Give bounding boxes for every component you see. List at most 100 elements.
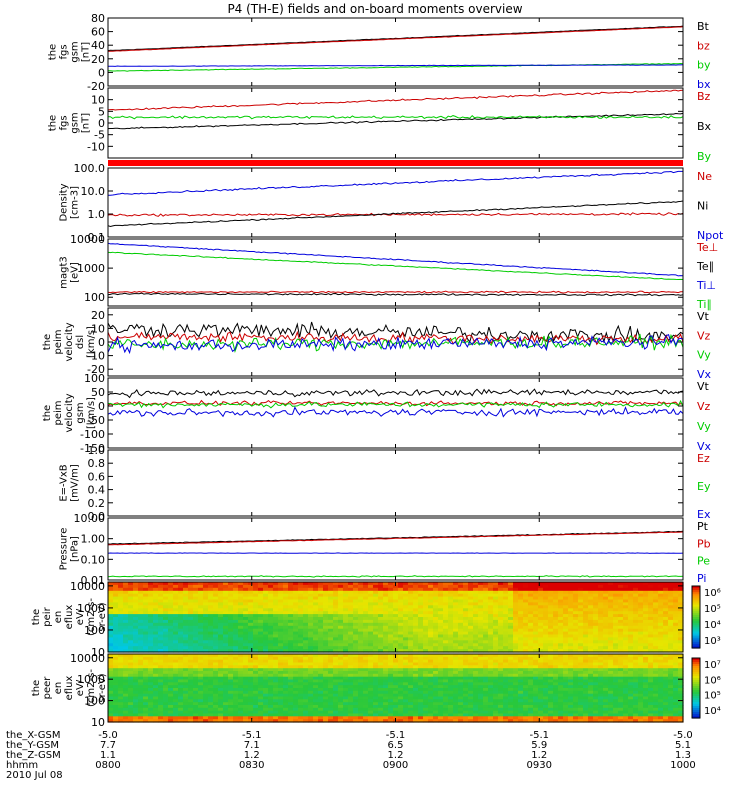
heatmap-cell	[178, 685, 184, 689]
heatmap-cell	[303, 716, 309, 720]
heatmap-cell	[413, 622, 419, 627]
heatmap-cell	[658, 608, 664, 612]
heatmap-cell	[273, 696, 279, 700]
heatmap-cell	[328, 696, 334, 700]
heatmap-cell	[633, 590, 639, 595]
heatmap-cell	[603, 617, 609, 621]
heatmap-cell	[553, 617, 559, 621]
heatmap-cell	[428, 713, 434, 717]
heatmap-cell	[168, 713, 174, 717]
heatmap-cell	[113, 593, 119, 598]
heatmap-cell	[648, 634, 654, 638]
heatmap-cell	[128, 637, 134, 641]
heatmap-cell	[388, 665, 394, 669]
heatmap-cell	[593, 649, 599, 653]
heatmap-cell	[448, 656, 454, 661]
heatmap-cell	[318, 707, 324, 712]
heatmap-cell	[443, 713, 449, 717]
heatmap-cell	[348, 690, 354, 695]
heatmap-cell	[488, 608, 494, 612]
heatmap-cell	[443, 688, 449, 692]
heatmap-cell	[343, 685, 349, 689]
heatmap-cell	[163, 665, 169, 669]
heatmap-cell	[558, 625, 564, 630]
heatmap-cell	[298, 656, 304, 661]
heatmap-cell	[203, 676, 209, 681]
heatmap-cell	[143, 590, 149, 595]
heatmap-cell	[268, 596, 274, 601]
heatmap-cell	[318, 710, 324, 715]
heatmap-cell	[318, 637, 324, 641]
heatmap-cell	[283, 584, 289, 589]
heatmap-cell	[233, 685, 239, 689]
legend-pressure: Pe	[697, 555, 710, 568]
heatmap-cell	[473, 608, 479, 612]
heatmap-cell	[143, 584, 149, 589]
heatmap-cell	[663, 602, 669, 606]
heatmap-cell	[648, 628, 654, 633]
heatmap-cell	[118, 713, 124, 717]
heatmap-cell	[643, 593, 649, 598]
heatmap-cell	[368, 628, 374, 633]
heatmap-cell	[523, 590, 529, 595]
heatmap-cell	[403, 587, 409, 592]
heatmap-cell	[473, 649, 479, 653]
heatmap-cell	[278, 605, 284, 609]
heatmap-cell	[503, 622, 509, 627]
heatmap-cell	[328, 688, 334, 692]
heatmap-cell	[308, 673, 314, 678]
heatmap-cell	[173, 605, 179, 609]
heatmap-cell	[463, 707, 469, 712]
heatmap-cell	[293, 656, 299, 661]
heatmap-cell	[468, 631, 474, 636]
heatmap-cell	[328, 625, 334, 630]
heatmap-cell	[338, 637, 344, 641]
heatmap-cell	[403, 625, 409, 630]
heatmap-cell	[473, 673, 479, 678]
heatmap-cell	[193, 634, 199, 638]
heatmap-cell	[113, 665, 119, 669]
heatmap-cell	[308, 662, 314, 666]
heatmap-cell	[518, 593, 524, 598]
heatmap-cell	[158, 685, 164, 689]
heatmap-cell	[613, 625, 619, 630]
heatmap-cell	[268, 693, 274, 698]
heatmap-cell	[233, 602, 239, 606]
heatmap-cell	[363, 688, 369, 692]
heatmap-cell	[398, 649, 404, 653]
heatmap-cell	[318, 625, 324, 630]
heatmap-cell	[603, 605, 609, 609]
heatmap-cell	[633, 646, 639, 650]
heatmap-cell	[378, 643, 384, 647]
heatmap-cell	[278, 705, 284, 709]
heatmap-cell	[148, 643, 154, 647]
heatmap-cell	[568, 584, 574, 589]
heatmap-cell	[313, 702, 319, 706]
heatmap-cell	[573, 605, 579, 609]
heatmap-cell	[383, 690, 389, 695]
heatmap-cell	[268, 584, 274, 589]
heatmap-cell	[273, 679, 279, 683]
heatmap-cell	[183, 625, 189, 630]
heatmap-cell	[158, 688, 164, 692]
heatmap-cell	[263, 619, 269, 624]
heatmap-cell	[648, 602, 654, 606]
heatmap-cell	[423, 662, 429, 666]
heatmap-cell	[603, 649, 609, 653]
heatmap-cell	[468, 673, 474, 678]
heatmap-cell	[118, 614, 124, 618]
colorbar-step	[692, 608, 700, 612]
heatmap-cell	[313, 631, 319, 636]
heatmap-cell	[388, 637, 394, 641]
y-tick-label: 100	[84, 372, 105, 385]
heatmap-cell	[478, 587, 484, 592]
heatmap-cell	[398, 716, 404, 720]
heatmap-cell	[283, 705, 289, 709]
heatmap-cell	[278, 587, 284, 592]
heatmap-cell	[463, 705, 469, 709]
heatmap-cell	[638, 617, 644, 621]
heatmap-cell	[358, 702, 364, 706]
heatmap-cell	[158, 637, 164, 641]
heatmap-cell	[493, 587, 499, 592]
heatmap-cell	[673, 634, 679, 638]
